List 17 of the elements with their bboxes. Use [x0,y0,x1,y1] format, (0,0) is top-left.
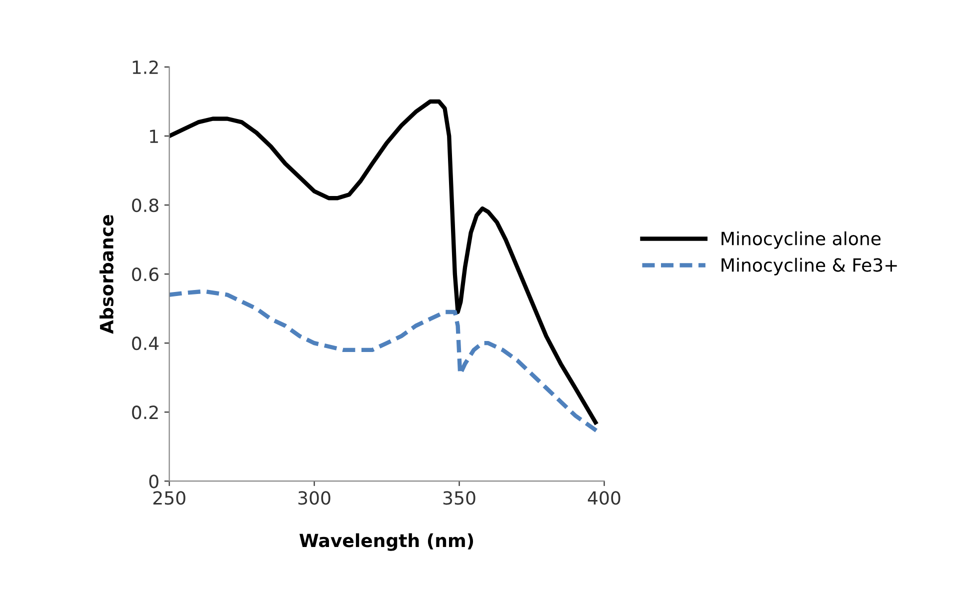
y-tick-label: 1 [150,130,158,143]
y-tick-label: 1.2 [132,60,158,74]
x-tick-label: 350 [443,491,476,505]
legend-label: Minocycline alone [722,231,881,249]
y-axis-title: Absorbance [100,214,114,334]
y-tick-label: 0.6 [132,268,158,282]
y-tick-label: 0 [149,474,158,488]
line-series [169,99,598,425]
legend-label: Minocycline & Fe3+ [722,258,897,276]
x-tick-label: 400 [588,491,620,505]
x-tick-label: 250 [153,491,186,505]
x-tick-label: 300 [298,491,330,505]
y-tick-label: 0.2 [132,406,158,420]
y-tick-label: 0.8 [132,198,158,212]
x-axis-title: Wavelength (nm) [300,533,474,551]
line-series [169,289,600,434]
y-tick-label: 0.4 [132,336,159,350]
